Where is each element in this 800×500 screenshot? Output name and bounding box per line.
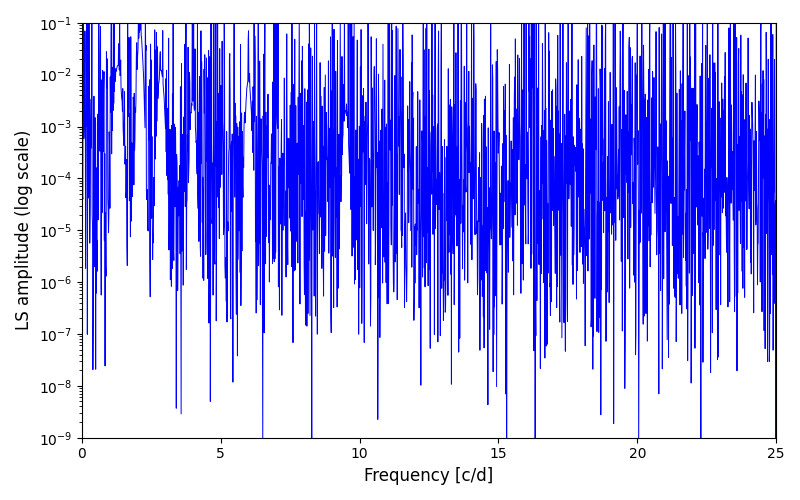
X-axis label: Frequency [c/d]: Frequency [c/d]: [364, 467, 494, 485]
Y-axis label: LS amplitude (log scale): LS amplitude (log scale): [15, 130, 33, 330]
